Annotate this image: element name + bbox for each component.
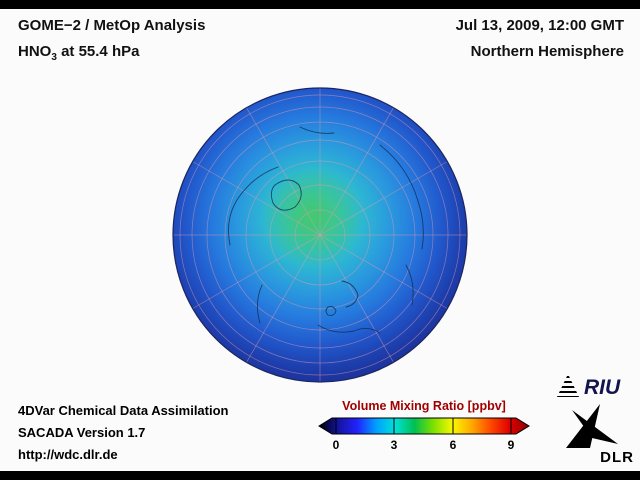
- globe-map: [172, 87, 468, 383]
- header-left: GOME−2 / MetOp Analysis HNO3 at 55.4 hPa: [18, 13, 205, 71]
- globe-outline: [172, 87, 468, 383]
- datetime-label: Jul 13, 2009, 12:00 GMT: [455, 17, 624, 34]
- url-line: http://wdc.dlr.de: [18, 447, 118, 462]
- colorbar-arrow-shape: [318, 417, 530, 435]
- analysis-title: GOME−2 / MetOp Analysis: [18, 17, 206, 34]
- riu-logo-graphic: RIU: [557, 376, 621, 399]
- species-name: HNO: [18, 43, 52, 60]
- header-right: Jul 13, 2009, 12:00 GMT Northern Hemisph…: [456, 13, 624, 65]
- coastlines: [228, 126, 424, 334]
- colorbar-tick-marks: [335, 418, 512, 434]
- colorbar-gradient-bar: [318, 417, 530, 435]
- tick-label-0: 0: [332, 438, 340, 452]
- credit-line: 4DVar Chemical Data Assimilation: [18, 403, 229, 418]
- riu-triangle-icon: [557, 376, 579, 397]
- high-value-region: [260, 165, 364, 269]
- dlr-wing-icon: [566, 404, 618, 448]
- colorbar-title: Volume Mixing Ratio [ppbv]: [342, 399, 506, 413]
- top-border-bar: [0, 0, 640, 9]
- species-subscript: 3: [51, 52, 57, 63]
- hemisphere-label: Northern Hemisphere: [470, 43, 624, 60]
- colorbar-tick-labels: 0 3 6 9: [318, 438, 530, 454]
- riu-logo-text: RIU: [584, 376, 621, 399]
- graticule-lines: [173, 88, 467, 382]
- tick-label-9: 9: [507, 438, 515, 452]
- pressure-level: at 55.4 hPa: [56, 43, 140, 60]
- dlr-logo: DLR: [564, 404, 634, 466]
- tick-label-3: 3: [390, 438, 398, 452]
- tick-label-6: 6: [449, 438, 457, 452]
- bottom-border-bar: [0, 471, 640, 480]
- species-level-line: HNO3 at 55.4 hPa: [18, 39, 205, 71]
- version-line: SACADA Version 1.7: [18, 425, 146, 440]
- dlr-logo-text: DLR: [600, 449, 634, 466]
- footer-credits: 4DVar Chemical Data Assimilation SACADA …: [18, 400, 229, 466]
- colorbar: Volume Mixing Ratio [ppbv] 0 3 6 9: [318, 399, 530, 454]
- riu-logo: RIU: [556, 372, 636, 400]
